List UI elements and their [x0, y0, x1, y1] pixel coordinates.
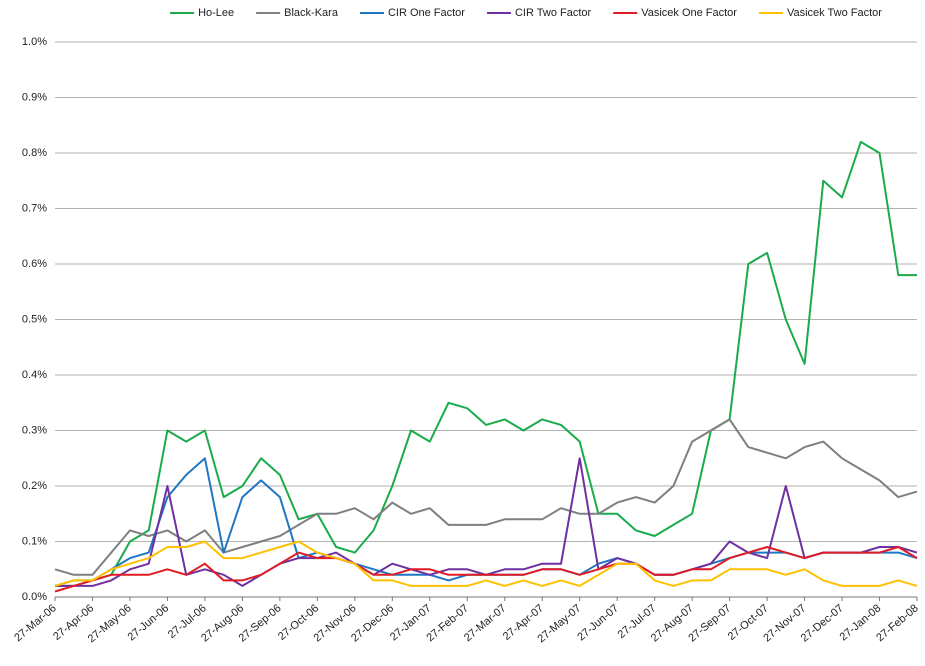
legend-label: Vasicek One Factor — [641, 7, 737, 19]
series-line — [54, 418, 918, 576]
y-tick-label: 0.0% — [22, 591, 47, 603]
series-line — [54, 546, 918, 593]
y-tick-label: 0.6% — [22, 258, 47, 270]
y-tick-label: 0.2% — [22, 480, 47, 492]
legend: Ho-Lee Black-Kara CIR One Factor CIR Two Fa… — [170, 7, 882, 19]
legend-label: Vasicek Two Factor — [787, 7, 882, 19]
x-tick-label: 27-Jun-07 — [575, 602, 621, 643]
y-tick-label: 0.8% — [22, 147, 47, 159]
legend-label: Ho-Lee — [198, 7, 234, 19]
x-tick-label: 27-Mar-06 — [12, 602, 59, 644]
y-tick-label: 1.0% — [22, 36, 47, 48]
y-tick-label: 0.9% — [22, 91, 47, 103]
y-tick-label: 0.5% — [22, 313, 47, 325]
series-line — [54, 540, 918, 587]
series-line — [54, 140, 917, 587]
legend-label: CIR Two Factor — [515, 7, 592, 19]
y-tick-label: 0.1% — [22, 535, 47, 547]
legend-label: Black-Kara — [284, 7, 339, 19]
y-tick-label: 0.3% — [22, 424, 47, 436]
x-tick-label: 27-Jun-06 — [126, 602, 172, 643]
y-tick-label: 0.7% — [22, 202, 47, 214]
x-tick-label: 27-Feb-08 — [874, 602, 921, 644]
y-tick-label: 0.4% — [22, 369, 47, 381]
x-tick-label: 27-Mar-07 — [462, 602, 509, 644]
legend-label: CIR One Factor — [388, 7, 465, 19]
